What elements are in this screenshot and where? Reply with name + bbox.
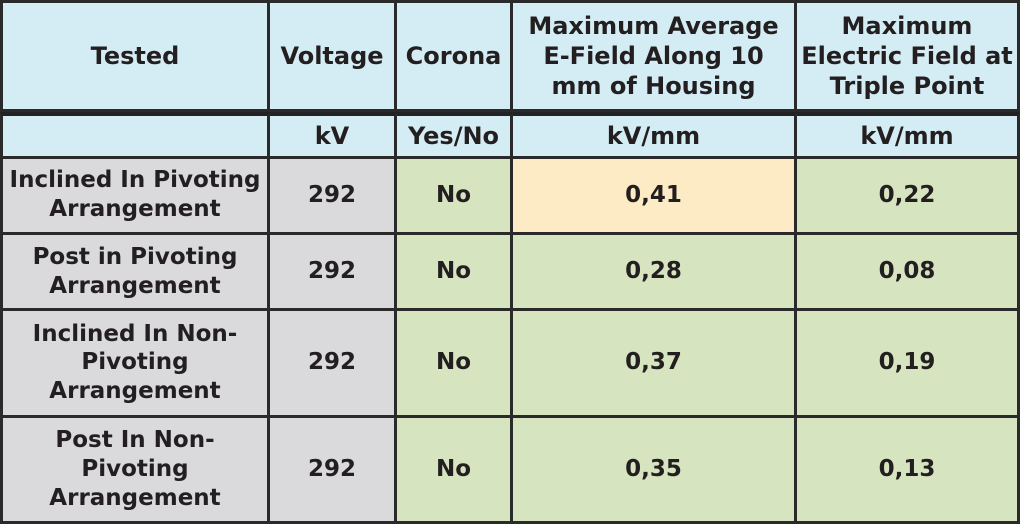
table-row: Inclined In Pivoting Arrangement 292 No … — [0, 158, 1020, 235]
tested-cell: Post in Pivoting Arrangement — [0, 234, 270, 312]
corona-cell: No — [397, 158, 513, 235]
header-corona: Corona — [397, 0, 513, 113]
avg-field-cell: 0,37 — [513, 311, 797, 418]
avg-field-cell: 0,35 — [513, 417, 797, 524]
table-row: Post in Pivoting Arrangement 292 No 0,28… — [0, 234, 1020, 312]
unit-avg-field: kV/mm — [513, 112, 797, 159]
triple-point-cell: 0,22 — [797, 158, 1020, 235]
header-tested: Tested — [0, 0, 270, 113]
tested-cell: Inclined In Pivoting Arrangement — [0, 158, 270, 235]
header-row: Tested Voltage Corona Maximum Average E-… — [0, 0, 1020, 113]
triple-point-cell: 0,13 — [797, 417, 1020, 524]
unit-corona: Yes/No — [397, 112, 513, 159]
header-voltage: Voltage — [270, 0, 397, 113]
unit-triple-point: kV/mm — [797, 112, 1020, 159]
units-row: kV Yes/No kV/mm kV/mm — [0, 112, 1020, 159]
table-row: Inclined In Non-Pivoting Arrangement 292… — [0, 311, 1020, 418]
voltage-cell: 292 — [270, 158, 397, 235]
voltage-cell: 292 — [270, 234, 397, 312]
unit-tested — [0, 112, 270, 159]
corona-cell: No — [397, 417, 513, 524]
triple-point-cell: 0,19 — [797, 311, 1020, 418]
avg-field-cell-highlighted: 0,41 — [513, 158, 797, 235]
corona-cell: No — [397, 234, 513, 312]
header-triple-point: Maximum Electric Field at Triple Point — [797, 0, 1020, 113]
header-avg-field: Maximum Average E-Field Along 10 mm of H… — [513, 0, 797, 113]
table-row: Post In Non-Pivoting Arrangement 292 No … — [0, 417, 1020, 524]
tested-cell: Post In Non-Pivoting Arrangement — [0, 417, 270, 524]
triple-point-cell: 0,08 — [797, 234, 1020, 312]
avg-field-cell: 0,28 — [513, 234, 797, 312]
voltage-cell: 292 — [270, 311, 397, 418]
voltage-cell: 292 — [270, 417, 397, 524]
tested-cell: Inclined In Non-Pivoting Arrangement — [0, 311, 270, 418]
corona-cell: No — [397, 311, 513, 418]
unit-voltage: kV — [270, 112, 397, 159]
